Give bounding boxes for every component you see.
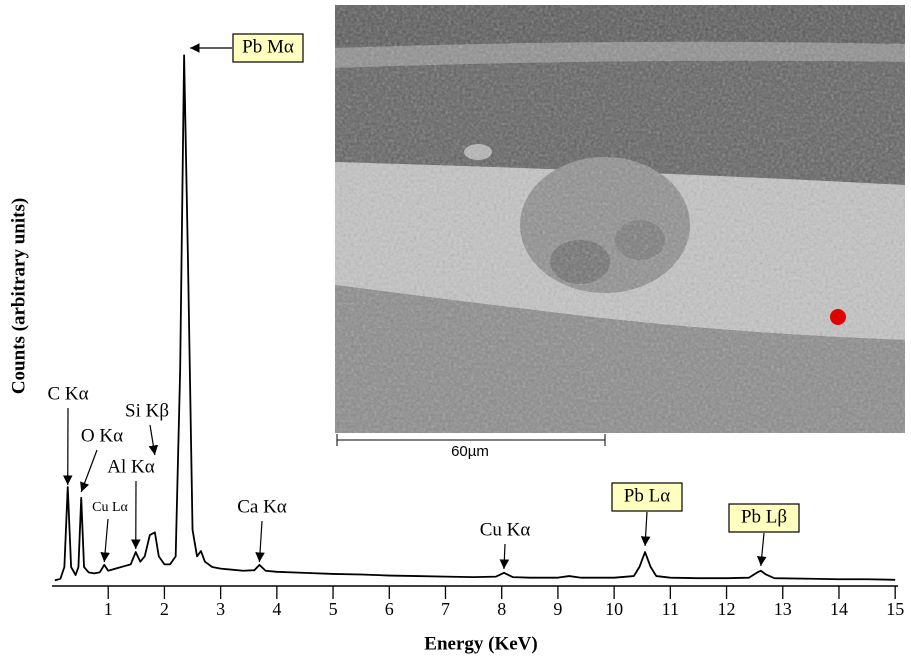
annotation: Al Kα — [107, 456, 155, 550]
annotation-arrow — [148, 424, 159, 456]
annotation-label: Cu Kα — [480, 519, 531, 540]
x-tick-label: 7 — [441, 599, 450, 619]
x-tick-label: 3 — [216, 599, 225, 619]
annotation-arrow — [80, 449, 98, 493]
annotation-arrow — [255, 520, 265, 563]
annotation: Pb Mα — [190, 33, 304, 63]
annotation-box — [728, 503, 800, 533]
annotation-label: O Kα — [81, 425, 123, 446]
annotation-arrow — [640, 511, 651, 547]
annotation: Cu Lα — [92, 500, 129, 563]
annotation-label: Pb Mα — [242, 36, 294, 57]
x-tick-label: 15 — [886, 599, 904, 619]
x-tick-label: 9 — [553, 599, 562, 619]
annotation: Ca Kα — [237, 496, 287, 563]
x-tick-label: 11 — [662, 599, 679, 619]
x-tick-label: 13 — [774, 599, 792, 619]
annotation: Si Kβ — [125, 400, 169, 456]
y-axis-label: Counts (arbitrary units) — [8, 198, 29, 394]
annotation: Pb Lβ — [728, 503, 800, 567]
annotation-label: Ca Kα — [237, 496, 287, 517]
x-tick-label: 4 — [272, 599, 281, 619]
x-tick-label: 8 — [497, 599, 506, 619]
annotation-arrow — [100, 518, 110, 563]
x-tick-label: 1 — [104, 599, 113, 619]
annotation-label: Pb Lα — [624, 485, 670, 506]
x-tick-label: 6 — [385, 599, 394, 619]
sem-image — [335, 5, 905, 433]
annotation: Cu Kα — [480, 519, 531, 570]
x-tick-label: 14 — [830, 599, 848, 619]
annotation-label: Si Kβ — [125, 400, 169, 421]
scale-bar: 60µm — [336, 434, 606, 460]
x-tick-label: 12 — [718, 599, 736, 619]
annotation: O Kα — [80, 425, 123, 493]
scale-bar-label: 60µm — [451, 443, 489, 460]
spectrum-line — [54, 54, 896, 582]
annotation-label: Cu Lα — [92, 500, 128, 515]
x-axis-label: Energy (KeV) — [424, 633, 537, 654]
annotation: Pb Lα — [611, 482, 683, 547]
x-tick-label: 5 — [329, 599, 338, 619]
annotation-label: C Kα — [47, 383, 88, 404]
annotation-arrow — [756, 532, 767, 567]
annotation-arrow — [499, 543, 510, 570]
annotation-label: Pb Lβ — [741, 506, 787, 527]
annotation-label: Al Kα — [107, 456, 154, 477]
annotation-box — [611, 482, 683, 512]
annotation-box — [232, 33, 304, 63]
x-tick-label: 10 — [605, 599, 623, 619]
x-tick-label: 2 — [160, 599, 169, 619]
annotation: C Kα — [47, 383, 89, 486]
